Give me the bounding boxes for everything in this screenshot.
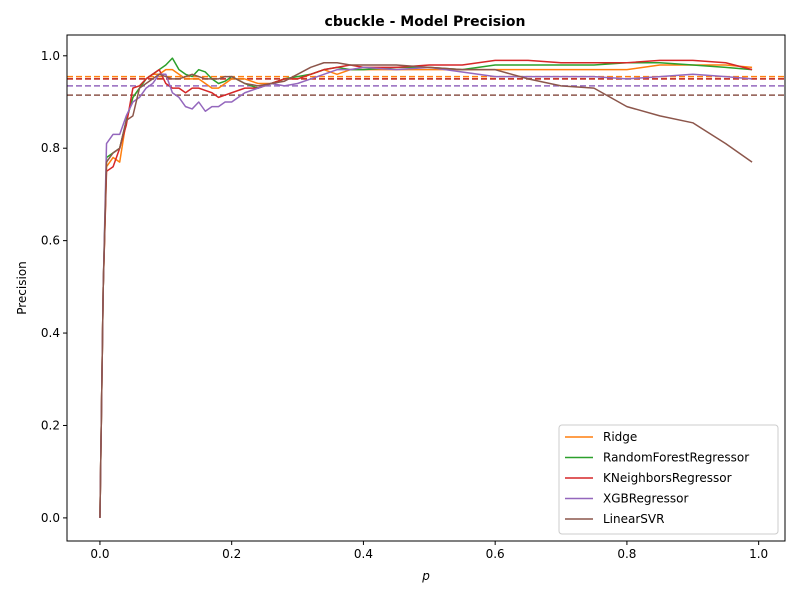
series-line-kneighborsregressor [99,59,753,518]
legend-label: RandomForestRegressor [603,451,749,465]
x-axis-label: p [421,569,430,583]
legend-box [558,424,779,535]
y-tick-label: 0.0 [41,511,60,525]
chart-title: cbuckle - Model Precision [325,14,526,30]
y-axis-label: Precision [15,261,29,315]
y-tick-label: 0.8 [41,141,60,155]
series-line-linearsvr [99,61,753,518]
legend-label: XGBRegressor [603,492,688,506]
y-tick-label: 1.0 [41,49,60,63]
plot-area-frame [66,34,786,542]
x-tick-label: 0.8 [617,547,636,561]
chart-legend: Ridge RandomForestRegressor KNeighborsRegr… [558,424,779,535]
x-tick-label: 1.0 [749,547,768,561]
legend-label: LinearSVR [603,512,664,526]
x-tick-label: 0.0 [90,547,109,561]
y-tick-label: 0.2 [41,418,60,432]
legend-label: KNeighborsRegressor [603,471,732,485]
x-tick-label: 0.6 [486,547,505,561]
x-tick-label: 0.4 [354,547,373,561]
y-tick-label: 0.4 [41,326,60,340]
y-tick-label: 0.6 [41,234,60,248]
x-tick-label: 0.2 [222,547,241,561]
legend-label: Ridge [603,430,637,444]
